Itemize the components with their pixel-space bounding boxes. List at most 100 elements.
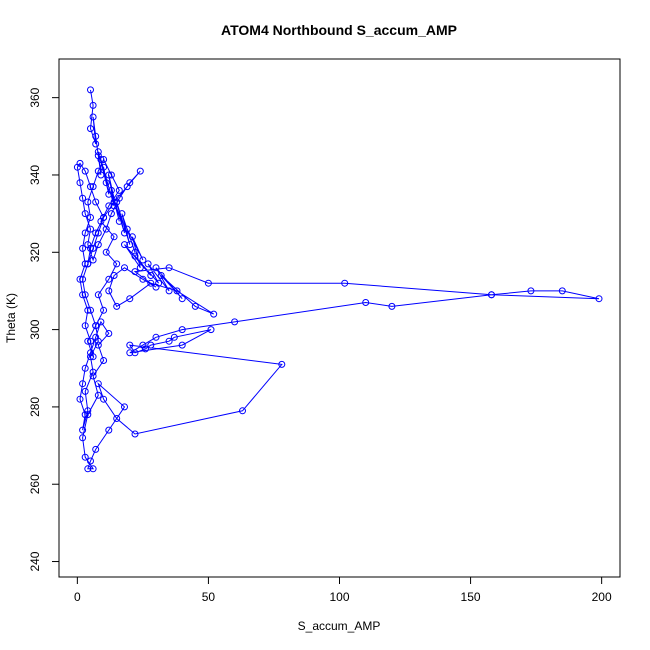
data-point [178,341,186,349]
data-point [115,217,123,225]
data-point [204,279,212,287]
x-tick-label: 50 [202,590,216,604]
data-point [113,415,121,422]
data-point [278,360,286,368]
data-point [87,306,94,314]
data-point [107,210,115,218]
x-tick-label: 150 [461,590,481,604]
data-point [128,233,136,241]
data-point [131,252,139,260]
data-point [388,302,396,310]
data-point [136,264,144,272]
data-point [87,125,94,133]
data-point [231,318,239,326]
data-point [139,256,147,264]
data-point [79,426,87,434]
y-tick-label: 360 [28,87,42,107]
data-point [210,310,218,318]
data-point [131,248,139,256]
data-point [105,202,113,210]
data-point [107,171,115,179]
data-point [94,229,102,237]
data-point [81,291,89,299]
data-point [89,256,97,264]
data-point [165,337,173,345]
data-point [87,183,94,191]
data-point [115,186,123,194]
data-point [144,260,152,268]
data-point [115,194,123,202]
data-point [94,241,102,249]
data-point [105,275,113,283]
data-point [105,330,113,337]
data-point [110,198,118,206]
data-point [126,241,134,249]
data-point [173,287,181,295]
data-point [147,272,155,279]
data-point [100,395,108,403]
data-point [79,194,87,202]
data-point [558,287,566,295]
data-point [73,163,81,171]
y-axis-label: Theta (K) [4,293,18,343]
data-point [142,345,149,353]
data-point [87,86,94,94]
data-point [595,295,603,303]
data-point [126,295,134,303]
data-point [81,322,89,330]
data-point [121,264,128,272]
data-point [152,283,160,291]
data-point [165,287,173,295]
data-point [92,322,100,330]
data-point [89,353,97,361]
data-point [84,411,92,419]
data-point [87,337,94,345]
data-point [178,295,186,303]
y-axis: 240 260 280 300 320 340 360 [28,87,60,572]
data-point [76,275,84,283]
data-point [92,229,100,237]
data-points [73,86,603,473]
y-tick-label: 300 [28,319,42,339]
data-point [87,244,94,252]
y-tick-label: 240 [28,551,42,571]
y-tick-label: 320 [28,242,42,262]
data-point [87,353,94,361]
data-point [100,156,108,163]
data-point [81,453,89,461]
data-point [102,248,110,256]
data-point [105,171,113,179]
data-point [100,163,108,171]
data-point [121,403,128,411]
data-point [118,210,126,218]
data-point [79,291,87,299]
x-tick-label: 0 [74,590,81,604]
data-point [121,241,128,249]
data-point [79,244,87,252]
y-tick-label: 260 [28,474,42,494]
data-point [79,434,87,442]
data-point [79,380,87,388]
data-point [89,372,97,380]
data-point [89,244,97,252]
data-point [76,179,84,187]
data-point [81,229,89,237]
data-point [178,326,186,334]
data-point [81,167,89,175]
data-point [105,426,113,434]
data-point [92,445,100,453]
data-point [79,275,87,283]
data-point [488,291,495,299]
x-tick-label: 200 [592,590,612,604]
data-point [152,264,160,272]
chart-title: ATOM4 Northbound S_accum_AMP [221,22,457,38]
x-axis-label: S_accum_AMP [298,619,381,633]
data-point [191,302,199,310]
data-point [170,333,178,341]
data-point [84,260,92,268]
data-point [92,198,100,206]
data-point [165,264,173,272]
data-point [94,291,102,299]
data-point [110,272,118,279]
